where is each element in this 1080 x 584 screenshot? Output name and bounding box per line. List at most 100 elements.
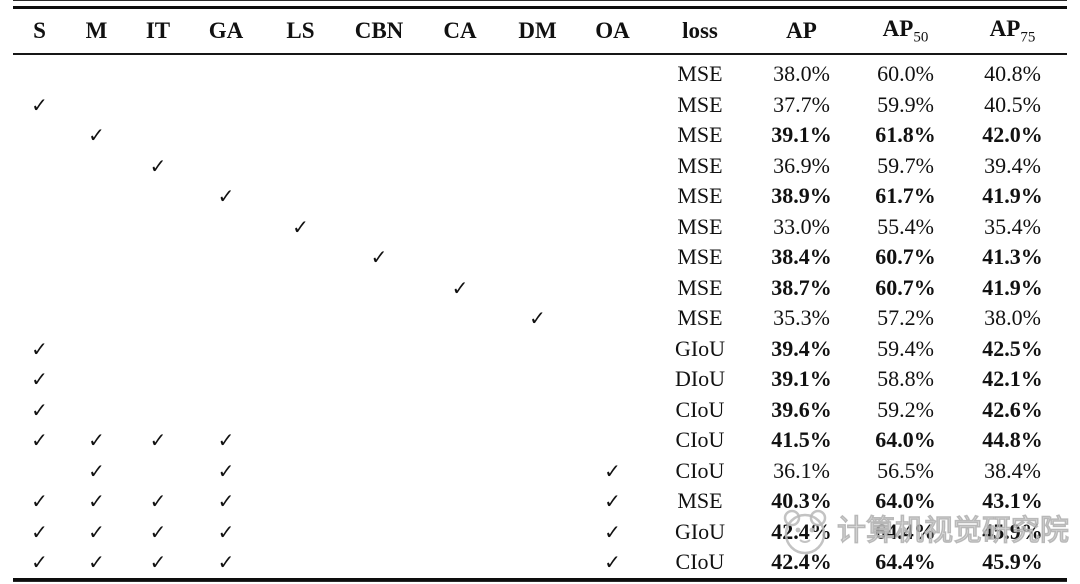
cell-CBN <box>338 395 420 426</box>
ap-value: 42.4% <box>771 549 832 575</box>
cell-CA <box>420 395 500 426</box>
checkmark-icon: ✓ <box>217 521 235 544</box>
cell-S <box>13 54 66 90</box>
ap-value: 38.0% <box>773 61 830 87</box>
cell-M <box>66 54 127 90</box>
ablation-results-table: S M IT GA LS CBN CA DM OA loss AP AP50 AP75 MSE 38.0%… <box>13 9 1067 578</box>
ap-value: 38.9% <box>771 183 832 209</box>
cell-DM <box>500 425 575 456</box>
ap75-value: 45.9% <box>982 518 1043 544</box>
cell-CA <box>420 242 500 273</box>
cell-M <box>66 212 127 243</box>
table-row-2: ✓ MSE 37.7% 59.9% 40.5% <box>13 90 1067 121</box>
cell-CBN <box>338 212 420 243</box>
cell-GA: ✓ <box>189 517 263 548</box>
cell-GA <box>189 303 263 334</box>
cell-LS <box>263 151 338 182</box>
checkmark-icon: ✓ <box>217 186 235 209</box>
table-row-5: ✓ MSE 38.9% 61.7% 41.9% <box>13 181 1067 212</box>
cell-OA <box>575 54 650 90</box>
cell-DM <box>500 334 575 365</box>
checkmark-icon: ✓ <box>88 460 105 483</box>
ap75-value: 38.0% <box>984 305 1041 331</box>
cell-IT: ✓ <box>127 517 189 548</box>
cell-LS <box>263 334 338 365</box>
cell-S: ✓ <box>13 395 66 426</box>
cell-LS <box>263 364 338 395</box>
cell-S <box>13 303 66 334</box>
ap50-value: 59.7% <box>877 152 934 178</box>
cell-IT <box>127 181 189 212</box>
checkmark-icon: ✓ <box>604 460 621 483</box>
cell-GA <box>189 242 263 273</box>
loss-value: DIoU <box>674 366 726 392</box>
cell-CA <box>420 334 500 365</box>
cell-OA: ✓ <box>575 486 650 517</box>
checkmark-icon: ✓ <box>31 521 48 544</box>
cell-OA <box>575 120 650 151</box>
ap75-value: 41.9% <box>982 274 1043 300</box>
cell-OA <box>575 334 650 365</box>
cell-LS <box>263 273 338 304</box>
loss-value: MSE <box>677 183 723 209</box>
cell-LS <box>263 517 338 548</box>
table-row-17: ✓ ✓ ✓ ✓ ✓ CIoU 42.4% 64.4% 45.9% <box>13 547 1067 578</box>
cell-CA <box>420 54 500 90</box>
cell-DM <box>500 456 575 487</box>
cell-OA <box>575 212 650 243</box>
cell-M <box>66 334 127 365</box>
checkmark-icon: ✓ <box>31 491 48 514</box>
loss-value: MSE <box>677 305 723 331</box>
cell-M <box>66 395 127 426</box>
cell-GA <box>189 120 263 151</box>
column-header-CA: CA <box>420 9 500 55</box>
ablation-table: S M IT GA LS CBN CA DM OA loss AP AP50 AP75 MSE 38.0%… <box>13 0 1067 582</box>
column-header-GA: GA <box>189 9 263 55</box>
ap75-value: 44.8% <box>982 427 1043 453</box>
cell-DM <box>500 151 575 182</box>
cell-CA <box>420 517 500 548</box>
column-header-ap50: AP50 <box>853 9 958 55</box>
table-row-10: ✓ GIoU 39.4% 59.4% 42.5% <box>13 334 1067 365</box>
table-bottom-thick-rule <box>13 577 1067 581</box>
ap-value: 37.7% <box>773 91 830 117</box>
ap-value: 39.6% <box>771 396 832 422</box>
cell-OA: ✓ <box>575 456 650 487</box>
column-header-M: M <box>66 9 127 55</box>
cell-DM <box>500 242 575 273</box>
cell-M <box>66 90 127 121</box>
ap-value: 36.9% <box>773 152 830 178</box>
ap-value: 39.1% <box>771 366 832 392</box>
ap75-value: 45.9% <box>982 549 1043 575</box>
cell-M <box>66 181 127 212</box>
ap-value: 41.5% <box>771 427 832 453</box>
cell-CBN <box>338 54 420 90</box>
checkmark-icon: ✓ <box>31 552 48 575</box>
table-row-16: ✓ ✓ ✓ ✓ ✓ GIoU 42.4% 64.4% 45.9% <box>13 517 1067 548</box>
ap-value: 35.3% <box>773 305 830 331</box>
column-header-ap: AP <box>750 9 853 55</box>
cell-CA <box>420 486 500 517</box>
cell-S <box>13 151 66 182</box>
checkmark-icon: ✓ <box>604 491 621 514</box>
loss-value: MSE <box>677 274 723 300</box>
ap50-value: 61.7% <box>875 183 936 209</box>
cell-S: ✓ <box>13 486 66 517</box>
cell-M <box>66 242 127 273</box>
table-row-3: ✓ MSE 39.1% 61.8% 42.0% <box>13 120 1067 151</box>
cell-IT <box>127 54 189 90</box>
cell-LS <box>263 120 338 151</box>
cell-DM <box>500 547 575 578</box>
ap50-value: 59.4% <box>877 335 934 361</box>
cell-LS <box>263 242 338 273</box>
cell-CBN <box>338 364 420 395</box>
ap75-value: 42.6% <box>982 396 1043 422</box>
cell-OA <box>575 425 650 456</box>
cell-S: ✓ <box>13 90 66 121</box>
checkmark-icon: ✓ <box>88 430 105 453</box>
cell-OA: ✓ <box>575 547 650 578</box>
cell-M: ✓ <box>66 425 127 456</box>
ap-value: 39.1% <box>771 122 832 148</box>
cell-S: ✓ <box>13 425 66 456</box>
cell-CBN <box>338 90 420 121</box>
